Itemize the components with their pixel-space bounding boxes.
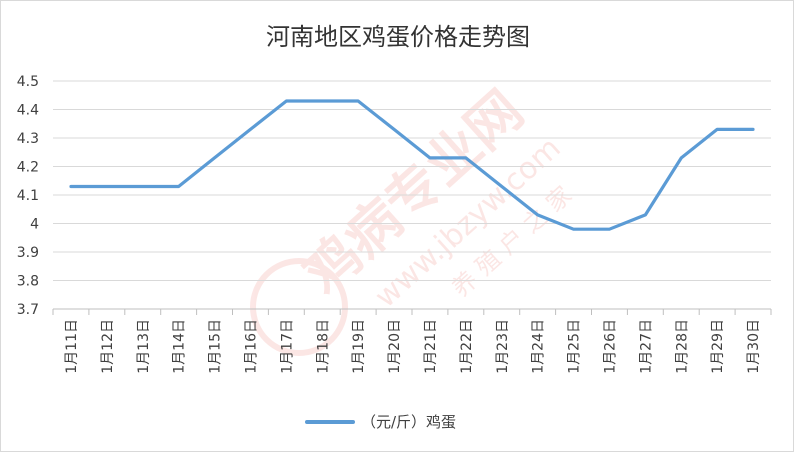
y-tick-label: 4.3 [17, 131, 39, 147]
x-tick-label: 1月14日 [172, 319, 188, 374]
gridlines [53, 80, 771, 281]
y-tick-label: 3.9 [17, 245, 39, 261]
y-tick-label: 4.5 [17, 74, 39, 90]
x-tick-label: 1月13日 [136, 319, 152, 374]
x-tick-label: 1月19日 [351, 319, 367, 374]
x-tick-label: 1月12日 [100, 319, 116, 374]
x-tick-label: 1月26日 [602, 319, 618, 374]
x-tick-label: 1月21日 [423, 319, 439, 374]
series-line [69, 99, 755, 231]
x-tick-label: 1月24日 [531, 319, 547, 374]
y-tick-label: 3.8 [17, 274, 39, 290]
x-tick-label: 1月17日 [279, 319, 295, 374]
y-tick-label: 3.7 [17, 302, 39, 318]
legend-label: （元/斤）鸡蛋 [361, 413, 456, 431]
x-tick-label: 1月23日 [495, 319, 511, 374]
x-tick-label: 1月30日 [746, 319, 762, 374]
x-tick-label: 1月25日 [567, 319, 583, 374]
y-tick-label: 4.1 [17, 188, 39, 204]
x-tick-label: 1月18日 [315, 319, 331, 374]
y-tick-label: 4.2 [17, 160, 39, 176]
series-lines [69, 99, 755, 231]
x-axis-tick-labels: 1月11日 1月12日 1月13日 1月14日 1月15日 1月16日 1月17日 1月18日… [64, 319, 762, 374]
x-tick-label: 1月28日 [674, 319, 690, 374]
y-tick-label: 4 [30, 217, 39, 233]
y-axis-tick-labels: 3.7 3.8 3.9 4 4.1 4.2 4.3 4.4 4.5 [17, 74, 39, 318]
x-tick-label: 1月22日 [459, 319, 475, 374]
chart-title: 河南地区鸡蛋价格走势图 [266, 23, 530, 51]
legend: （元/斤）鸡蛋 [305, 413, 456, 431]
x-tick-label: 1月29日 [710, 319, 726, 374]
watermark-logo-circle [250, 258, 348, 356]
x-tick-label: 1月11日 [64, 319, 80, 374]
y-tick-label: 4.4 [17, 103, 39, 119]
x-tick-label: 1月20日 [387, 319, 403, 374]
x-tick-label: 1月27日 [638, 319, 654, 374]
x-tick-label: 1月15日 [208, 319, 224, 374]
x-tick-label: 1月16日 [243, 319, 259, 374]
x-axis-tick-marks [52, 309, 772, 315]
